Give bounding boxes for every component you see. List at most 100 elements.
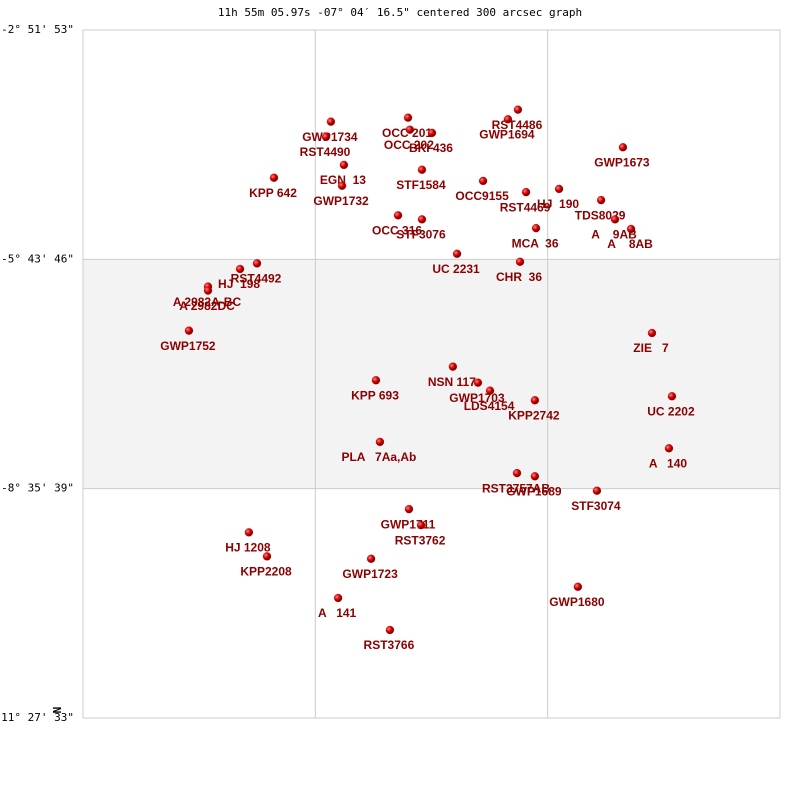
star xyxy=(203,286,213,295)
star xyxy=(375,437,385,447)
north-label: N xyxy=(51,707,64,714)
star-label: A 140 xyxy=(649,456,688,470)
star-label: RST4469 xyxy=(500,200,551,214)
star-label: GWP1694 xyxy=(479,127,535,141)
shaded-band xyxy=(83,259,780,489)
star-label: LDS4154 xyxy=(464,399,515,413)
star xyxy=(337,181,347,190)
star xyxy=(521,187,531,197)
star xyxy=(371,376,381,385)
star-label: NSN 117 xyxy=(428,375,476,389)
star xyxy=(530,396,540,405)
star xyxy=(452,249,462,258)
star xyxy=(427,128,437,138)
star xyxy=(596,195,606,205)
star xyxy=(485,386,495,395)
star-label: BKI 436 xyxy=(409,141,453,155)
star xyxy=(473,378,483,387)
star-label: CHR 36 xyxy=(496,270,542,284)
plot-border xyxy=(82,29,781,719)
star xyxy=(326,117,336,126)
star-label: OCC 316 xyxy=(372,224,422,238)
star xyxy=(647,328,657,338)
star xyxy=(515,257,525,266)
star-label: KPP2208 xyxy=(240,565,292,579)
star-label: OCC9155 xyxy=(455,189,509,203)
star xyxy=(417,165,427,174)
star-label: A 9AB xyxy=(591,228,637,242)
star-label: RST3766 xyxy=(364,638,415,652)
star xyxy=(393,211,403,220)
y-tick-label: -11° 27' 33" xyxy=(0,711,74,724)
star xyxy=(512,468,522,478)
star-label: GWP1689 xyxy=(506,484,562,498)
star-label: GWP1673 xyxy=(594,155,650,169)
y-tick-label: -5° 43' 46" xyxy=(1,252,74,265)
star xyxy=(416,520,426,530)
star-label: GWP1723 xyxy=(342,567,398,581)
star-label: RST3757AB xyxy=(482,481,550,495)
star-label: A 2982A-BC xyxy=(173,295,242,309)
star-label: OCC 202 xyxy=(384,138,434,152)
star xyxy=(366,554,376,563)
star-label: A 8AB xyxy=(607,237,653,251)
star-label: PLA 7Aa,Ab xyxy=(341,450,416,464)
star xyxy=(618,143,628,152)
star-label: GWP1732 xyxy=(313,194,369,208)
star-label: STF3076 xyxy=(396,228,446,242)
chart-title: 11h 55m 05.97s -07° 04′ 16.5" centered 3… xyxy=(218,6,582,19)
star xyxy=(664,444,674,453)
star-label: KPP2742 xyxy=(508,408,560,422)
y-tick-label: -2° 51' 53" xyxy=(1,23,74,36)
star xyxy=(385,625,395,635)
star-label: RST4490 xyxy=(300,145,351,159)
star xyxy=(513,105,523,114)
star-label: UC 2202 xyxy=(647,404,695,418)
star xyxy=(531,224,541,233)
star xyxy=(405,125,415,134)
star xyxy=(667,392,677,401)
star xyxy=(610,215,620,224)
star xyxy=(339,160,349,170)
star-label: KPP 693 xyxy=(351,388,399,402)
star-label: ZIE 7 xyxy=(633,341,669,355)
star xyxy=(252,259,262,268)
star xyxy=(333,593,343,603)
star-label: UC 2231 xyxy=(432,262,480,276)
star-label: GWP1711 xyxy=(381,517,436,531)
star-label: HJ 198 xyxy=(218,277,260,291)
star xyxy=(184,326,194,335)
star xyxy=(417,215,427,224)
star-label: RST3762 xyxy=(395,533,446,547)
star-label: STF3074 xyxy=(571,499,621,513)
star-label: HJ 190 xyxy=(537,197,579,211)
star xyxy=(269,173,279,182)
star-label: OCC 201 xyxy=(382,126,432,140)
star xyxy=(503,115,513,124)
star-label: GWP1680 xyxy=(549,595,605,609)
star-label: RST4486 xyxy=(492,118,543,132)
star xyxy=(573,582,583,591)
star-label: KPP 642 xyxy=(249,186,297,200)
star xyxy=(478,176,488,186)
star xyxy=(554,184,564,194)
star xyxy=(448,362,458,371)
y-tick-label: -8° 35' 39" xyxy=(1,482,74,495)
star xyxy=(235,264,245,274)
star xyxy=(321,132,331,142)
star xyxy=(244,528,254,537)
star xyxy=(404,504,414,514)
star-label: MCA 36 xyxy=(512,236,559,250)
star-label: A 2982DC xyxy=(179,299,235,313)
star xyxy=(403,113,413,122)
star-label: RST4492 xyxy=(231,272,282,286)
star-label: GWP1752 xyxy=(160,339,216,353)
star xyxy=(262,552,272,561)
star-label: HJ 1208 xyxy=(225,541,271,555)
star xyxy=(626,224,636,234)
star-label: STF1584 xyxy=(396,178,446,192)
star xyxy=(530,472,540,481)
star-label: EGN 13 xyxy=(320,173,366,187)
star-label: A 141 xyxy=(318,606,357,620)
